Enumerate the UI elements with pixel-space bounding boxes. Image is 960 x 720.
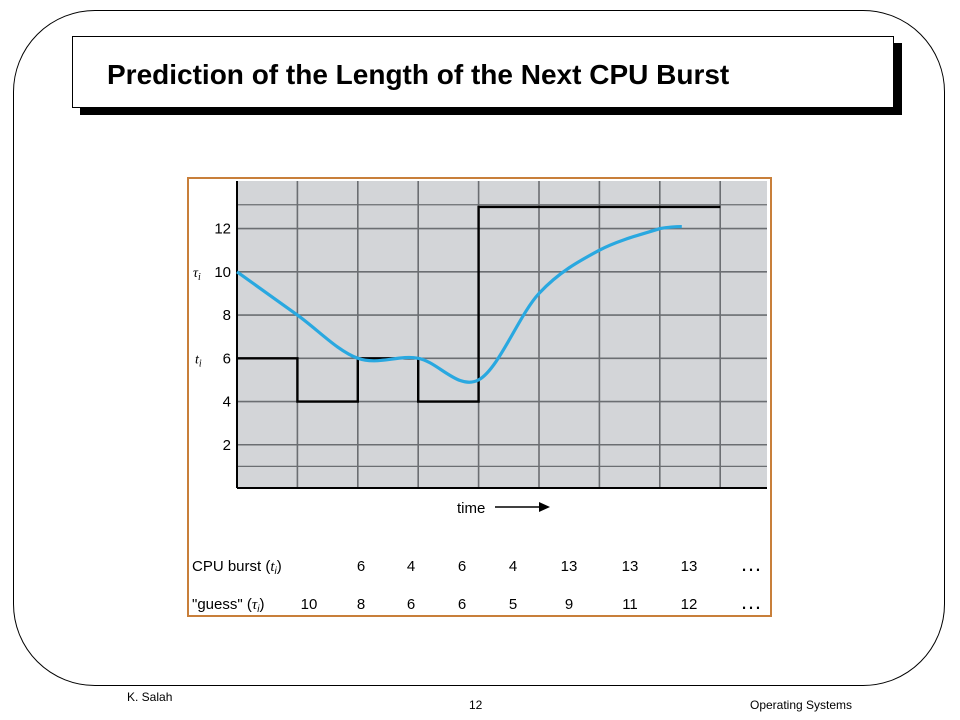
burst-prediction-figure: 2 4 6 8 10 12 τi ti time CPU burst (ti) 6 4 6 4 13 13 13… [187,177,772,617]
guess-value: 6 [458,596,466,613]
guess-value: 6 [407,596,415,613]
y-tick-label: 2 [223,437,231,454]
y-tick-label: 10 [214,264,231,281]
cpu-burst-ellipsis: … [740,551,762,576]
x-axis-label: time [457,500,485,517]
cpu-burst-value: 13 [622,558,639,575]
cpu-burst-value: 13 [561,558,578,575]
footer-author: K. Salah [127,690,173,704]
footer-page-number: 12 [469,698,483,712]
burst-prediction-chart: 2 4 6 8 10 12 τi ti time CPU burst (ti) 6 4 6 4 13 13 13… [192,181,767,615]
cpu-burst-value: 4 [509,558,517,575]
cpu-burst-step-line [237,205,721,403]
footer-course: Operating Systems [750,698,853,712]
guess-value: 8 [357,596,365,613]
slide-frame [13,10,945,686]
cpu-burst-value: 6 [458,558,466,575]
guess-value: 12 [681,596,698,613]
cpu-burst-value: 4 [407,558,415,575]
slide-title: Prediction of the Length of the Next CPU… [107,59,730,90]
guess-series-label: τi [193,266,201,283]
y-tick-label: 4 [223,394,231,411]
guess-ellipsis: … [740,589,762,614]
guess-value: 11 [622,596,638,613]
y-tick-label: 12 [214,221,231,238]
cpu-burst-row-label: CPU burst (ti) [192,558,282,577]
guess-row-label: "guess" (τi) [192,596,264,615]
cpu-burst-value: 13 [681,558,698,575]
title-box: Prediction of the Length of the Next CPU… [72,36,894,108]
y-tick-label: 6 [223,350,231,367]
guess-value: 5 [509,596,517,613]
cpu-burst-value: 6 [357,558,365,575]
y-tick-label: 8 [223,307,231,324]
guess-value: 10 [301,596,318,613]
plot-area [237,181,767,488]
time-arrow-head [539,502,550,512]
burst-series-label: ti [195,352,202,369]
guess-value: 9 [565,596,573,613]
